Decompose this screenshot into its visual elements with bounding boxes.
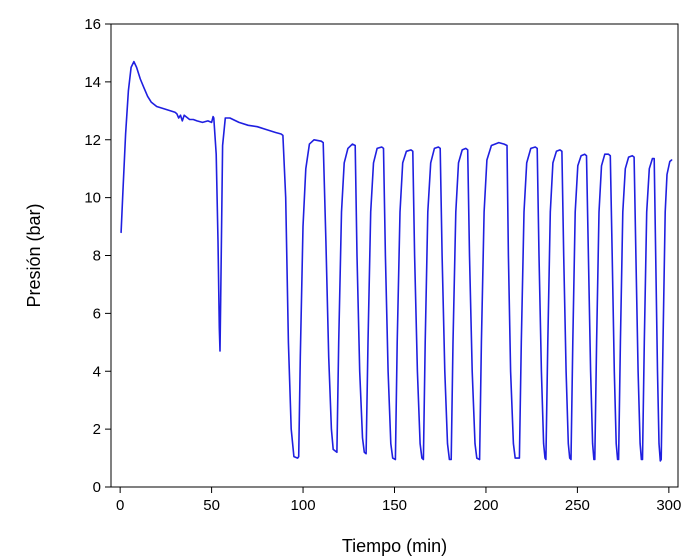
plot-layer: [120, 60, 673, 462]
y-tick-label: 14: [84, 74, 101, 91]
y-tick-label: 10: [84, 190, 101, 207]
y-tick-label: 0: [93, 479, 101, 496]
ticks-layer: 0 50 100 150 200 250 300 0 2 4 6 8 10 12 14 16: [84, 16, 681, 514]
x-axis-title: Tiempo (min): [342, 536, 447, 556]
y-tick-label: 16: [84, 16, 101, 33]
y-tick-label: 2: [93, 421, 101, 438]
y-tick-label: 12: [84, 132, 101, 149]
y-tick-label: 6: [93, 305, 101, 322]
plot-frame: [110, 23, 679, 488]
pressure-series-line: [120, 60, 673, 462]
x-tick-label: 300: [656, 497, 681, 514]
y-axis-title: Presión (bar): [24, 203, 44, 307]
x-tick-label: 200: [473, 497, 498, 514]
x-tick-label: 150: [382, 497, 407, 514]
x-tick-label: 0: [116, 497, 124, 514]
y-tick-label: 4: [93, 363, 101, 380]
x-tick-label: 100: [291, 497, 316, 514]
x-tick-label: 50: [203, 497, 220, 514]
x-tick-label: 250: [565, 497, 590, 514]
y-tick-label: 8: [93, 248, 101, 265]
